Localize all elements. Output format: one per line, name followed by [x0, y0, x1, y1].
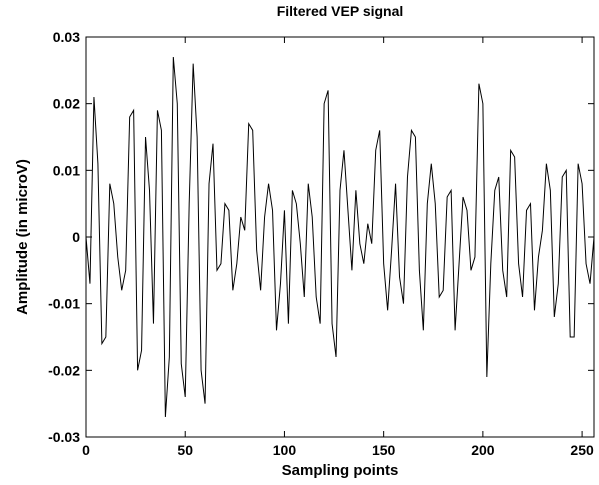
y-tick-label: -0.01	[48, 296, 80, 312]
y-tick-label: 0.02	[53, 96, 80, 112]
x-tick-label: 50	[177, 442, 193, 458]
y-tick-label: 0	[72, 229, 80, 245]
x-tick-label: 0	[82, 442, 90, 458]
y-tick-label: -0.03	[48, 429, 80, 445]
x-axis: 0 50 100 150 200 250	[82, 37, 594, 458]
x-tick-label: 200	[471, 442, 495, 458]
y-axis: -0.03 -0.02 -0.01 0 0.01 0.02 0.03	[48, 29, 594, 445]
y-axis-label: Amplitude (in microV)	[14, 159, 31, 315]
y-tick-label: 0.03	[53, 29, 80, 45]
chart-title: Filtered VEP signal	[277, 3, 404, 19]
x-axis-label: Sampling points	[282, 462, 399, 479]
x-tick-label: 250	[570, 442, 594, 458]
y-tick-label: 0.01	[53, 162, 80, 178]
series-line	[85, 56, 595, 418]
x-tick-label: 150	[372, 442, 396, 458]
y-tick-label: -0.02	[48, 362, 80, 378]
x-tick-label: 100	[273, 442, 297, 458]
